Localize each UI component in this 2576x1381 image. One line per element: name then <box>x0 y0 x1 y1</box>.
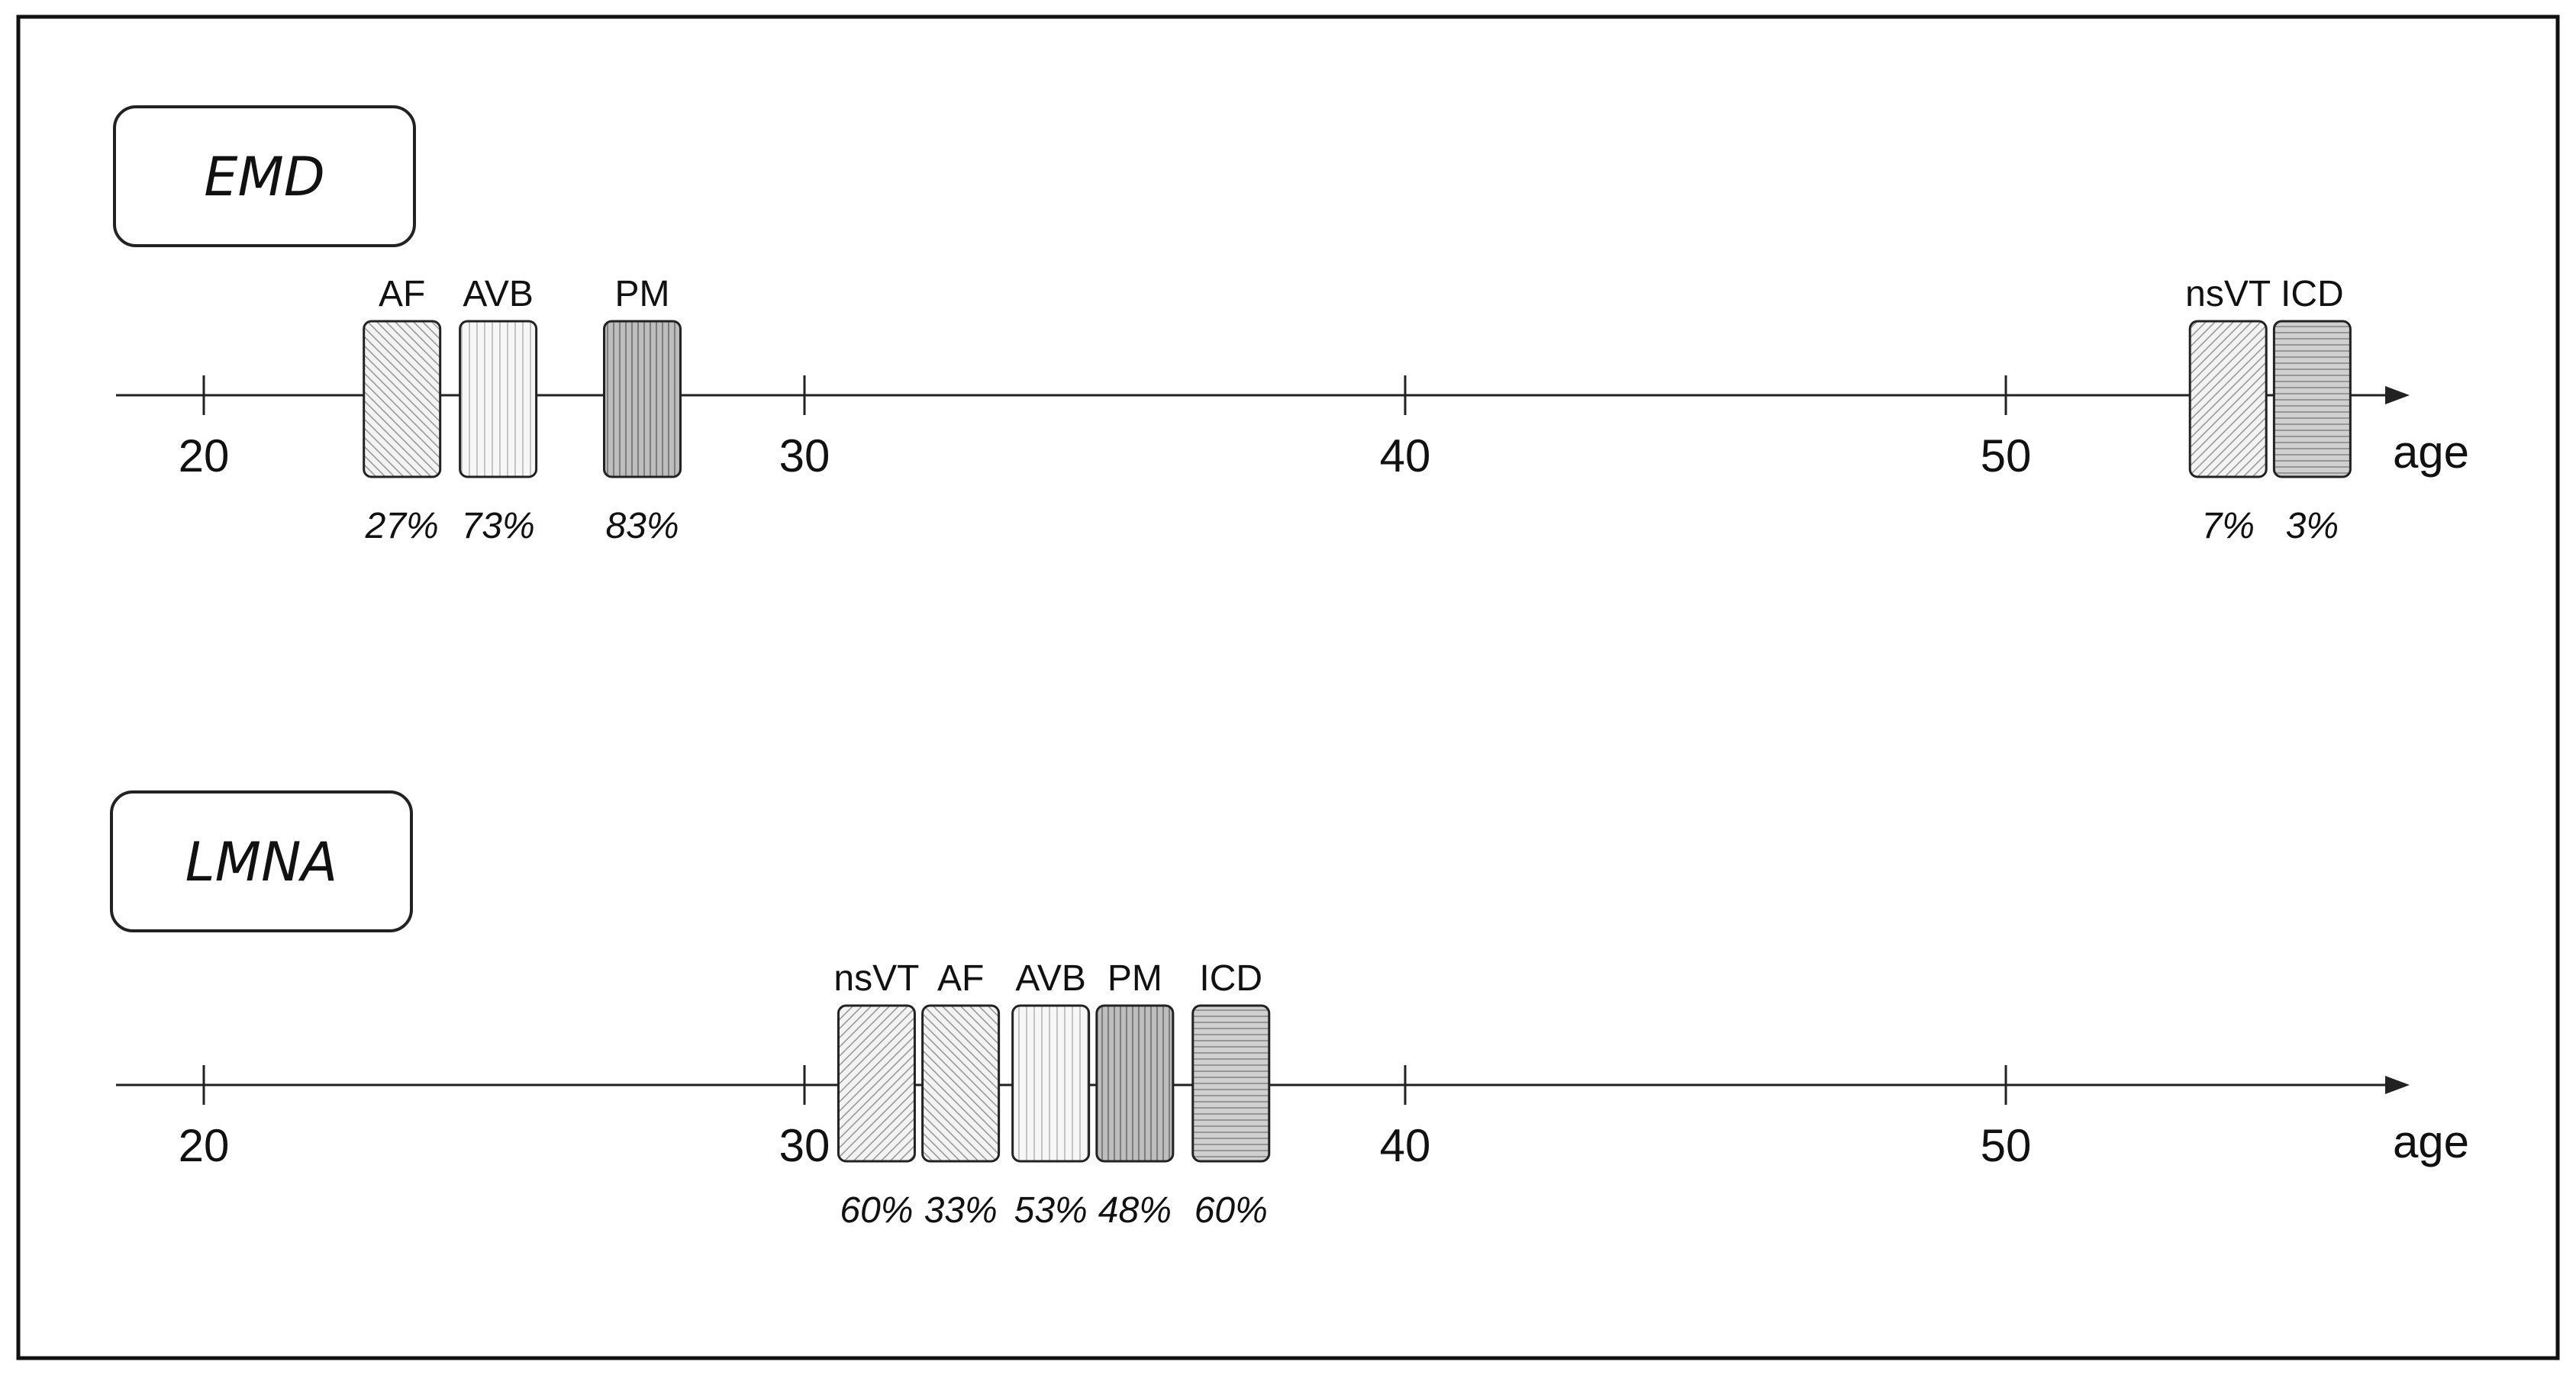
event-label: AVB <box>1015 958 1085 999</box>
event-percent: 33% <box>924 1190 998 1231</box>
event-box <box>921 1004 1001 1163</box>
tick-label: 30 <box>779 430 830 481</box>
tick-label: 50 <box>1981 1120 2032 1171</box>
tick-label: 40 <box>1380 430 1431 481</box>
figure-frame <box>16 14 2560 1360</box>
event-percent: 27% <box>365 506 439 546</box>
event-nsvt: nsVT 60% <box>833 958 919 1231</box>
axis-label: age <box>2393 1116 2469 1167</box>
event-af: AF 27% <box>363 274 442 546</box>
tick-label: 50 <box>1981 430 2032 481</box>
gene-label-box <box>113 105 416 247</box>
tick-label: 20 <box>179 1120 230 1171</box>
axis-arrowhead <box>2385 1076 2410 1094</box>
event-box <box>363 320 442 478</box>
tick-label: 20 <box>179 430 230 481</box>
event-box <box>2188 320 2268 478</box>
event-label: PM <box>615 274 670 314</box>
event-label: ICD <box>1199 958 1262 999</box>
event-box <box>1095 1004 1175 1163</box>
event-af: AF 33% <box>921 958 1001 1231</box>
timelines-layer: EMD 20 30 40 50 age AF 27% AVB 73% PM 83% nsVT 7% ICD 3… <box>110 105 2469 1231</box>
event-percent: 60% <box>840 1190 913 1231</box>
event-percent: 7% <box>2202 506 2255 546</box>
tick-label: 30 <box>779 1120 830 1171</box>
event-icd: ICD 60% <box>1191 958 1271 1231</box>
event-box <box>837 1004 916 1163</box>
event-nsvt: nsVT 7% <box>2185 274 2271 546</box>
event-label: AF <box>937 958 984 999</box>
event-box <box>1191 1004 1271 1163</box>
axis-arrowhead <box>2385 386 2410 404</box>
event-avb: AVB 53% <box>1011 958 1091 1231</box>
event-percent: 73% <box>462 506 535 546</box>
event-percent: 3% <box>2286 506 2339 546</box>
event-percent: 60% <box>1195 1190 1268 1231</box>
timeline-lmna: LMNA 20 30 40 50 age nsVT 60% AF 33% AVB 53% PM 48% IC… <box>110 790 2469 1231</box>
event-percent: 83% <box>605 506 679 546</box>
axis-label: age <box>2393 427 2469 478</box>
event-icd: ICD 3% <box>2272 274 2352 546</box>
gene-label: LMNA <box>185 831 338 893</box>
event-box <box>2272 320 2352 478</box>
event-pm: PM 83% <box>603 274 682 546</box>
timeline-emd: EMD 20 30 40 50 age AF 27% AVB 73% PM 83% nsVT 7% ICD 3… <box>113 105 2469 546</box>
event-label: nsVT <box>833 958 919 999</box>
event-label: nsVT <box>2185 274 2271 314</box>
event-box <box>459 320 538 478</box>
event-label: ICD <box>2281 274 2344 314</box>
tick-label: 40 <box>1380 1120 1431 1171</box>
gene-label: EMD <box>204 146 325 208</box>
event-percent: 53% <box>1014 1190 1088 1231</box>
gene-label-box <box>110 790 413 932</box>
event-avb: AVB 73% <box>459 274 538 546</box>
event-box <box>603 320 682 478</box>
event-label: AF <box>379 274 425 314</box>
event-box <box>1011 1004 1091 1163</box>
event-percent: 48% <box>1098 1190 1172 1231</box>
event-pm: PM 48% <box>1095 958 1175 1231</box>
event-label: PM <box>1107 958 1162 999</box>
event-label: AVB <box>463 274 533 314</box>
